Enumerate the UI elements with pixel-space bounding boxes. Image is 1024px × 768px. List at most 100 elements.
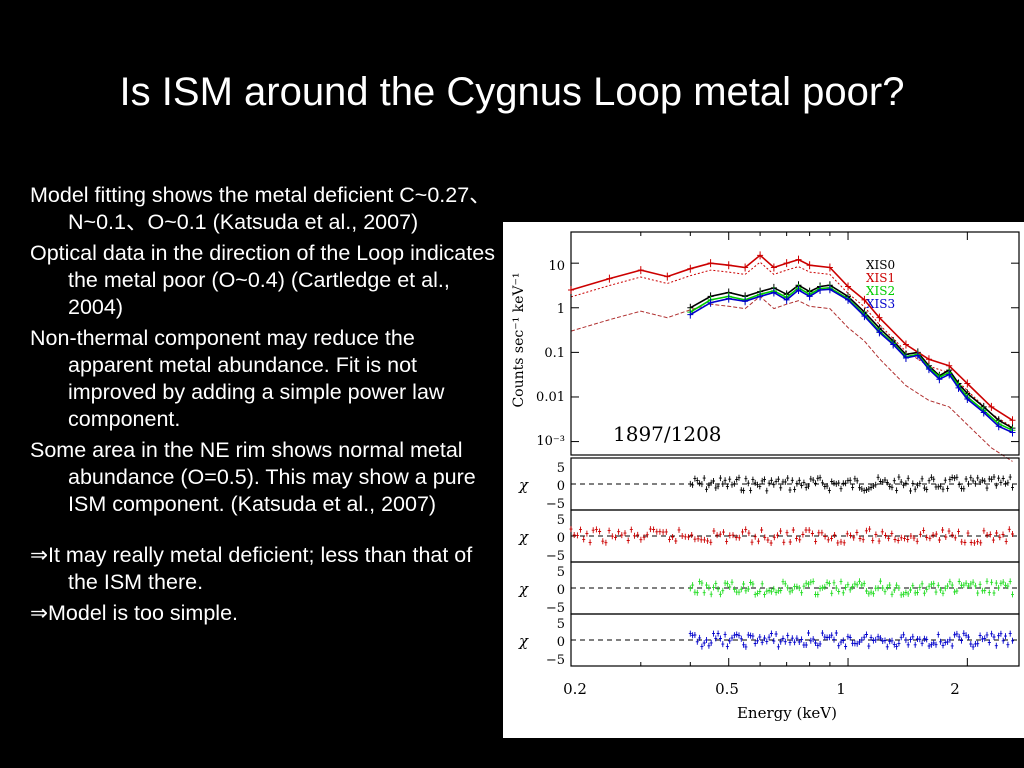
data-point-xis3 bbox=[946, 370, 953, 379]
y-tick-label: 10 bbox=[548, 259, 565, 274]
data-point-xis3 bbox=[955, 383, 962, 392]
residual-tick: −5 bbox=[546, 549, 565, 564]
y-axis-label: Counts sec⁻¹ keV⁻¹ bbox=[511, 272, 527, 407]
data-point-xis3 bbox=[861, 312, 868, 321]
data-point-xis1 bbox=[826, 263, 833, 272]
data-point-xis3 bbox=[980, 408, 987, 417]
bullet-list: Model fitting shows the metal deficient … bbox=[30, 182, 505, 631]
residual-tick: −5 bbox=[546, 497, 565, 512]
data-point-xis3 bbox=[795, 286, 802, 295]
data-point-xis3 bbox=[876, 328, 883, 337]
slide-title: Is ISM around the Cygnus Loop metal poor… bbox=[119, 70, 905, 114]
data-point-xis3 bbox=[806, 292, 813, 301]
data-point-xis3 bbox=[783, 295, 790, 304]
data-point-xis1 bbox=[783, 259, 790, 268]
model-curve-1 bbox=[570, 261, 1013, 428]
residual-tick: 0 bbox=[557, 583, 565, 598]
model-curve-2 bbox=[570, 295, 1013, 462]
data-point-xis3 bbox=[826, 285, 833, 294]
data-point-xis1 bbox=[861, 295, 868, 304]
data-point-xis3 bbox=[1009, 428, 1016, 437]
y-tick-label: 0.1 bbox=[544, 346, 565, 361]
data-point-xis1 bbox=[664, 272, 671, 281]
residuals-xis1 bbox=[569, 526, 1014, 546]
bullet-3: Non-thermal component may reduce the app… bbox=[30, 326, 445, 431]
data-point-xis1 bbox=[988, 402, 995, 411]
residual-tick: 5 bbox=[557, 617, 565, 632]
data-point-xis1 bbox=[876, 313, 883, 322]
residuals-xis3 bbox=[688, 630, 1014, 650]
data-point-xis3 bbox=[914, 351, 921, 360]
x-tick-label: 0.5 bbox=[715, 680, 739, 698]
residual-panel-frame bbox=[570, 457, 1020, 511]
data-point-xis3 bbox=[890, 340, 897, 349]
data-point-xis1 bbox=[606, 274, 613, 283]
data-point-xis1 bbox=[902, 340, 909, 349]
residual-ylabel: χ bbox=[518, 528, 529, 546]
bullet-1: Model fitting shows the metal deficient … bbox=[30, 183, 491, 234]
data-point-xis3 bbox=[742, 297, 749, 306]
data-point-xis1 bbox=[725, 261, 732, 270]
spectrum-chart: Counts sec⁻¹ keV⁻¹ Energy (keV) 1897/120… bbox=[511, 231, 1020, 722]
residual-ylabel: χ bbox=[518, 476, 529, 494]
series-line-xis3 bbox=[689, 288, 1013, 434]
data-point-xis1 bbox=[770, 263, 777, 272]
data-point-xis3 bbox=[845, 295, 852, 304]
series-line-xis2 bbox=[689, 286, 1013, 431]
x-axis-label: Energy (keV) bbox=[737, 704, 837, 722]
data-point-xis1 bbox=[568, 286, 574, 295]
y-tick-label: 10⁻³ bbox=[536, 434, 565, 449]
residual-tick: 0 bbox=[557, 635, 565, 650]
x-tick-label: 1 bbox=[836, 680, 846, 698]
residuals-xis0 bbox=[688, 474, 1014, 494]
data-point-xis1 bbox=[757, 251, 764, 260]
data-point-xis3 bbox=[902, 353, 909, 362]
x-tick-label: 2 bbox=[950, 680, 960, 698]
legend-xis0: XIS0 bbox=[866, 258, 895, 272]
residuals-xis2 bbox=[688, 578, 1014, 598]
data-point-xis1 bbox=[1009, 416, 1016, 425]
residual-tick: −5 bbox=[546, 653, 565, 668]
residual-tick: −5 bbox=[546, 601, 565, 616]
data-point-xis1 bbox=[707, 259, 714, 268]
residual-ylabel: χ bbox=[518, 580, 529, 598]
series-line-xis1 bbox=[570, 254, 1013, 421]
data-point-xis3 bbox=[687, 310, 694, 319]
residual-tick: 0 bbox=[557, 531, 565, 546]
x-tick-label: 0.2 bbox=[563, 680, 587, 698]
data-point-xis1 bbox=[742, 263, 749, 272]
residual-tick: 5 bbox=[557, 461, 565, 476]
residual-tick: 5 bbox=[557, 565, 565, 580]
data-point-xis3 bbox=[925, 365, 932, 374]
spectrum-figure: Counts sec⁻¹ keV⁻¹ Energy (keV) 1897/120… bbox=[503, 222, 1024, 738]
main-plot-frame bbox=[570, 231, 1020, 456]
chart-annotation: 1897/1208 bbox=[613, 422, 722, 446]
data-point-xis3 bbox=[817, 286, 824, 295]
y-tick-label: 0.01 bbox=[536, 390, 565, 405]
bullet-2: Optical data in the direction of the Loo… bbox=[30, 241, 495, 319]
data-point-xis3 bbox=[725, 294, 732, 303]
series-line-xis0 bbox=[689, 284, 1013, 429]
data-point-xis1 bbox=[795, 255, 802, 264]
data-point-xis3 bbox=[995, 422, 1002, 431]
data-point-xis3 bbox=[757, 292, 764, 301]
data-point-xis1 bbox=[964, 379, 971, 388]
data-point-xis3 bbox=[770, 288, 777, 297]
bullet-conclusion-2: ⇒Model is too simple. bbox=[30, 601, 239, 625]
residual-tick: 0 bbox=[557, 479, 565, 494]
data-point-xis1 bbox=[925, 355, 932, 364]
legend-xis1: XIS1 bbox=[866, 271, 895, 285]
legend-xis2: XIS2 bbox=[866, 284, 895, 298]
data-point-xis1 bbox=[946, 361, 953, 370]
bullet-4: Some area in the NE rim shows normal met… bbox=[30, 438, 476, 516]
data-point-xis1 bbox=[637, 266, 644, 275]
y-tick-label: 1 bbox=[557, 302, 565, 317]
data-point-xis3 bbox=[936, 375, 943, 384]
data-point-xis1 bbox=[687, 264, 694, 273]
legend-xis3: XIS3 bbox=[866, 297, 895, 311]
bullet-conclusion-1: ⇒It may really metal deficient; less tha… bbox=[30, 543, 473, 594]
residual-ylabel: χ bbox=[518, 632, 529, 650]
data-point-xis3 bbox=[707, 298, 714, 307]
data-point-xis1 bbox=[806, 261, 813, 270]
residual-tick: 5 bbox=[557, 513, 565, 528]
